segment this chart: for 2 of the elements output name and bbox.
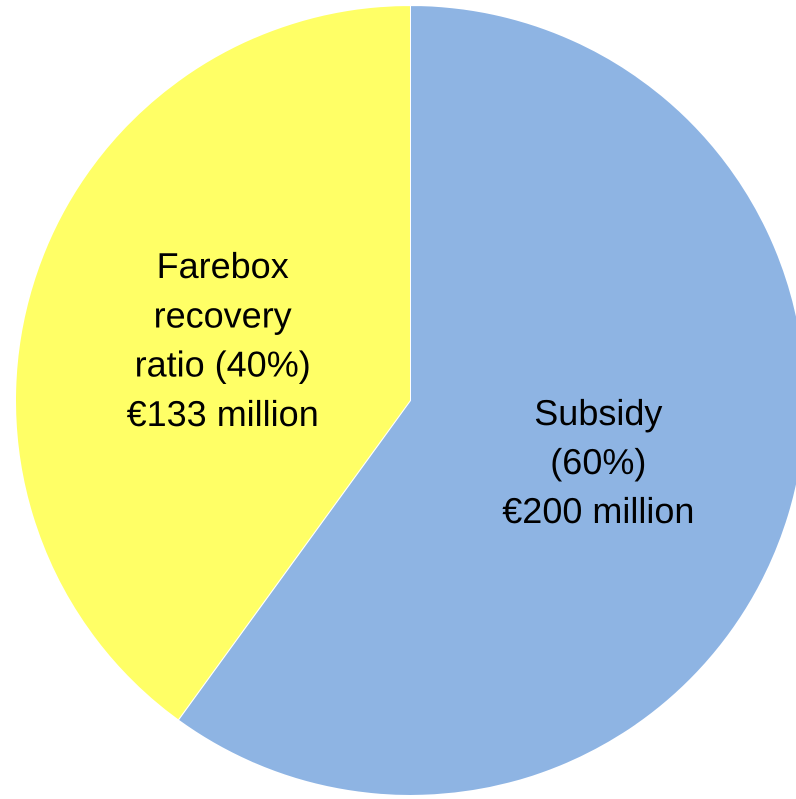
slice-label: Subsidy (60%) €200 million [502, 392, 694, 532]
slice-label: Farebox recovery ratio (40%) €133 million [126, 245, 319, 434]
